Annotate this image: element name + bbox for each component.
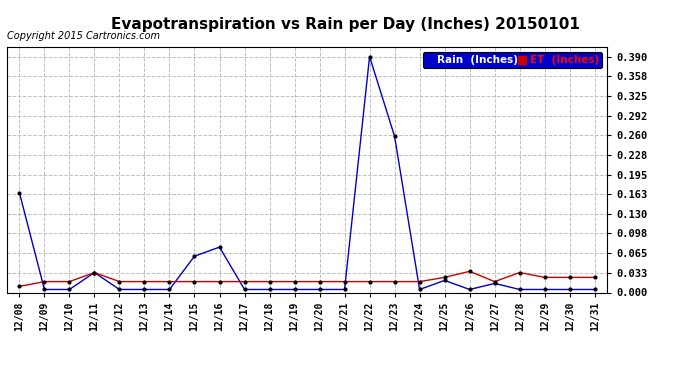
Text: Evapotranspiration vs Rain per Day (Inches) 20150101: Evapotranspiration vs Rain per Day (Inch…: [110, 17, 580, 32]
Legend: Rain  (Inches), ET  (Inches): Rain (Inches), ET (Inches): [422, 52, 602, 68]
Text: Copyright 2015 Cartronics.com: Copyright 2015 Cartronics.com: [7, 32, 160, 41]
